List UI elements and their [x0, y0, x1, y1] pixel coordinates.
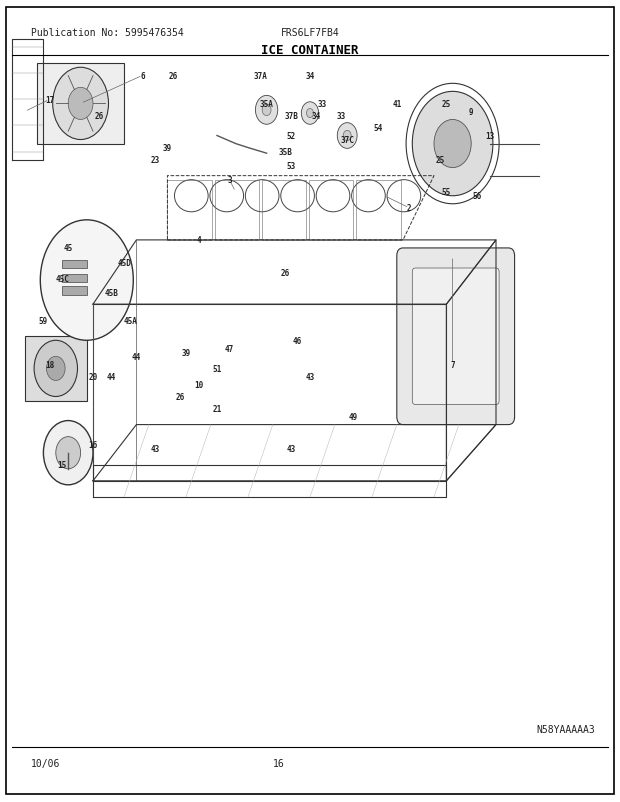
Text: 43: 43 — [287, 444, 296, 454]
Text: 41: 41 — [392, 99, 401, 109]
Circle shape — [412, 92, 493, 196]
Text: 20: 20 — [89, 372, 97, 382]
Text: FRS6LF7FB4: FRS6LF7FB4 — [281, 28, 339, 38]
Text: 44: 44 — [107, 372, 116, 382]
Circle shape — [255, 96, 278, 125]
Text: 15: 15 — [58, 460, 66, 470]
Circle shape — [40, 221, 133, 341]
Bar — [167, 180, 212, 241]
Bar — [309, 180, 353, 241]
Text: 25: 25 — [442, 99, 451, 109]
Text: N58YAAAAA3: N58YAAAAA3 — [536, 724, 595, 734]
Circle shape — [43, 421, 93, 485]
FancyBboxPatch shape — [412, 269, 499, 405]
Text: 45D: 45D — [117, 258, 131, 268]
Text: 35B: 35B — [278, 148, 292, 157]
Text: 13: 13 — [485, 132, 494, 141]
Bar — [262, 180, 306, 241]
Text: 9: 9 — [469, 107, 474, 117]
Text: 43: 43 — [306, 372, 314, 382]
Circle shape — [434, 120, 471, 168]
Text: 26: 26 — [175, 392, 184, 402]
Circle shape — [306, 109, 314, 119]
Text: ICE CONTAINER: ICE CONTAINER — [261, 44, 359, 57]
Text: 18: 18 — [45, 360, 54, 370]
Text: 25: 25 — [436, 156, 445, 165]
Bar — [62, 274, 87, 282]
Circle shape — [262, 105, 271, 116]
Text: 10: 10 — [194, 380, 203, 390]
Text: 7: 7 — [450, 360, 455, 370]
Text: 33: 33 — [318, 99, 327, 109]
Text: 34: 34 — [306, 71, 314, 81]
Text: 43: 43 — [151, 444, 159, 454]
Bar — [25, 337, 87, 401]
Text: 3: 3 — [227, 176, 232, 185]
Text: 21: 21 — [213, 404, 221, 414]
Circle shape — [34, 341, 78, 397]
Text: Publication No: 5995476354: Publication No: 5995476354 — [31, 28, 184, 38]
Circle shape — [343, 132, 351, 141]
Circle shape — [337, 124, 357, 149]
Text: 26: 26 — [281, 268, 290, 277]
Text: 45B: 45B — [105, 288, 118, 298]
Text: 47: 47 — [225, 344, 234, 354]
Text: 49: 49 — [349, 412, 358, 422]
Text: 4: 4 — [196, 236, 201, 245]
Text: 45: 45 — [64, 244, 73, 253]
Text: 2: 2 — [407, 204, 412, 213]
Text: 23: 23 — [151, 156, 159, 165]
Text: 39: 39 — [182, 348, 190, 358]
Circle shape — [53, 68, 108, 140]
Circle shape — [68, 88, 93, 120]
Text: 35A: 35A — [260, 99, 273, 109]
Circle shape — [56, 437, 81, 469]
Bar — [37, 64, 124, 144]
Bar — [62, 261, 87, 269]
Text: 56: 56 — [473, 192, 482, 201]
Text: 54: 54 — [374, 124, 383, 133]
FancyBboxPatch shape — [397, 249, 515, 425]
Text: 46: 46 — [293, 336, 302, 346]
Bar — [215, 180, 259, 241]
Text: 52: 52 — [287, 132, 296, 141]
Text: 44: 44 — [132, 352, 141, 362]
Text: 53: 53 — [287, 161, 296, 171]
Text: 17: 17 — [45, 95, 54, 105]
Text: 6: 6 — [140, 71, 145, 81]
Text: 39: 39 — [163, 144, 172, 153]
Text: 16: 16 — [89, 440, 97, 450]
Circle shape — [301, 103, 319, 125]
Bar — [356, 180, 401, 241]
Text: 26: 26 — [95, 111, 104, 121]
Text: 10/06: 10/06 — [31, 758, 60, 768]
Text: 59: 59 — [39, 316, 48, 326]
Text: 33: 33 — [337, 111, 345, 121]
Text: 51: 51 — [213, 364, 221, 374]
Text: 26: 26 — [169, 71, 178, 81]
Bar — [62, 287, 87, 295]
Text: 37B: 37B — [285, 111, 298, 121]
Text: 55: 55 — [442, 188, 451, 197]
Text: 37A: 37A — [254, 71, 267, 81]
Text: 45A: 45A — [123, 316, 137, 326]
Text: 37C: 37C — [340, 136, 354, 145]
Circle shape — [46, 357, 65, 381]
Text: 34: 34 — [312, 111, 321, 121]
Text: 16: 16 — [273, 758, 285, 768]
Text: 45C: 45C — [55, 274, 69, 284]
